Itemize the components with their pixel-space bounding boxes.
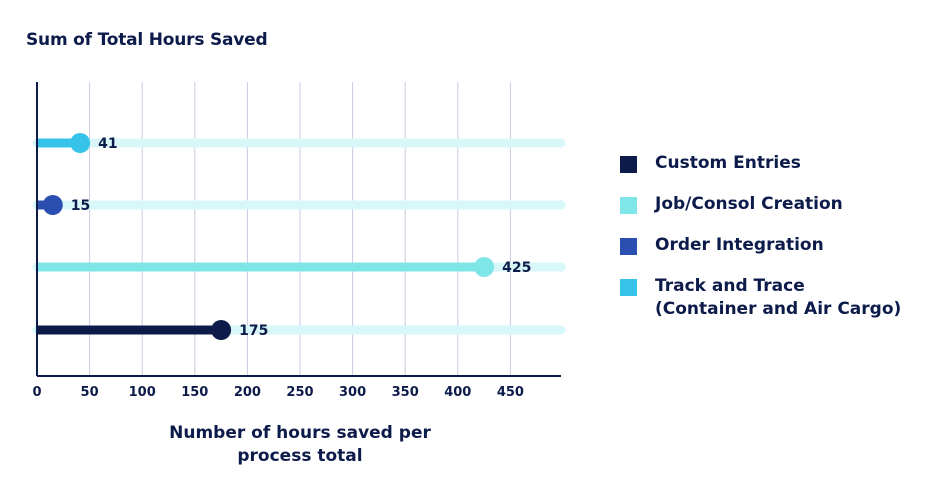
x-tick-label: 0 — [32, 385, 41, 400]
x-tick-label: 250 — [286, 385, 313, 400]
bar-dot — [42, 195, 63, 215]
x-tick-label: 200 — [234, 385, 261, 400]
legend-label: Custom Entries — [655, 153, 801, 173]
legend-label: Order Integration — [655, 235, 824, 255]
legend-label: Track and Trace (Container and Air Cargo… — [655, 276, 902, 319]
legend-swatch — [620, 197, 637, 214]
x-tick-label: 350 — [392, 385, 419, 400]
x-tick-label: 50 — [81, 385, 99, 400]
x-tick-label: 100 — [129, 385, 156, 400]
data-label: 41 — [98, 136, 117, 152]
legend-item: Job/Consol Creation — [620, 193, 901, 216]
bar-dot — [474, 257, 495, 277]
data-label: 15 — [71, 198, 90, 214]
legend-label: Job/Consol Creation — [655, 194, 843, 214]
data-label: 425 — [502, 260, 531, 276]
legend-swatch — [620, 279, 637, 296]
bar-dot — [211, 320, 232, 340]
legend-item: Track and Trace (Container and Air Cargo… — [620, 275, 901, 321]
x-tick-label: 300 — [339, 385, 366, 400]
legend-swatch — [620, 238, 637, 255]
legend: Custom Entries Job/Consol Creation Order… — [620, 152, 901, 339]
x-tick-label: 450 — [497, 385, 524, 400]
x-axis-label: Number of hours saved per process total — [169, 423, 431, 466]
chart-title: Sum of Total Hours Saved — [26, 30, 268, 50]
data-label: 175 — [239, 323, 268, 339]
legend-swatch — [620, 156, 637, 173]
bar-dot — [70, 133, 91, 153]
legend-item: Custom Entries — [620, 152, 901, 175]
x-tick-label: 400 — [444, 385, 471, 400]
legend-item: Order Integration — [620, 234, 901, 257]
x-tick-label: 150 — [181, 385, 208, 400]
